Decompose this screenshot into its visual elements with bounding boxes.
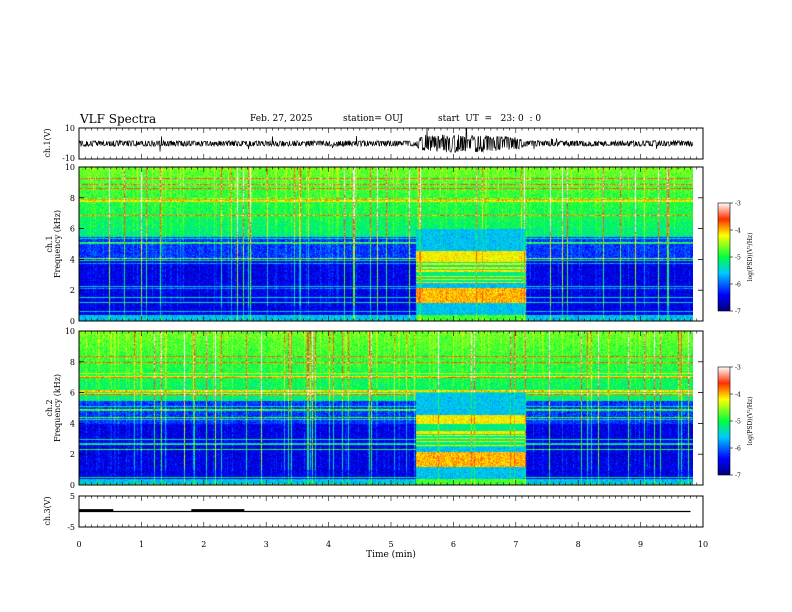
time-tick-label: 9: [638, 540, 643, 549]
ch2-colorbar: [717, 366, 731, 476]
ch2-spectrogram-ylabel-freq: Frequency (kHz): [53, 374, 62, 442]
ch2-spec-ytick-label: 0: [70, 481, 75, 490]
ch2-colorbar-tick-label: -3: [735, 365, 741, 372]
ch1-colorbar-tick-label: -3: [735, 201, 741, 208]
chart-title: VLF Spectra: [80, 112, 157, 126]
time-tick-label: 4: [326, 540, 331, 549]
date-label: Feb. 27, 2025: [250, 114, 313, 124]
ch1-spec-ytick-label: 6: [70, 225, 75, 234]
ch2-spec-ytick-label: 4: [70, 419, 75, 428]
time-tick-label: 0: [76, 540, 81, 549]
ch2-colorbar-tick-label: -7: [735, 473, 741, 480]
ch1-colorbar-tick-label: -5: [735, 255, 741, 262]
ch1-colorbar: [717, 202, 731, 312]
ch2-colorbar-tick-label: -5: [735, 419, 741, 426]
ch2-spectrogram-image: [79, 331, 693, 485]
time-axis: 0 1 2 3 4 5 6 7 8 9 10: [76, 128, 708, 549]
station-label: station= OUJ: [343, 114, 404, 124]
time-axis-label: Time (min): [366, 549, 416, 560]
time-tick-label: 2: [201, 540, 206, 549]
ch1-spectrogram-yticks: 0 2 4 6 8 10: [65, 163, 703, 326]
time-tick-label: 8: [576, 540, 581, 549]
time-tick-label: 6: [451, 540, 456, 549]
ch1-spec-ytick-label: 2: [70, 286, 75, 295]
ch2-colorbar-tick-label: -6: [735, 446, 741, 453]
ch1-spectrogram-ylabel-channel: ch.1: [45, 235, 54, 252]
ch2-spec-ytick-label: 8: [70, 358, 75, 367]
ch2-spec-ytick-label: 2: [70, 450, 75, 459]
ch2-spectrogram-ylabel-channel: ch.2: [45, 399, 54, 416]
time-tick-label: 5: [388, 540, 393, 549]
ch2-spec-ytick-label: 6: [70, 389, 75, 398]
ch3-signal-ylabel: ch.3(V): [43, 496, 52, 525]
ch1-ytick-bottom: -10: [62, 154, 75, 163]
time-tick-label: 7: [513, 540, 518, 549]
ch3-ytick-top: 5: [70, 492, 75, 501]
ch2-colorbar-label: log(PSD)(V²/Hz): [747, 397, 754, 446]
ch1-ytick-top: 10: [65, 124, 75, 133]
ch1-colorbar-ticks: -3 -4 -5 -6 -7: [730, 201, 741, 316]
ch3-signal-panel: 5 -5 ch.3(V): [43, 492, 704, 532]
time-tick-label: 3: [264, 540, 269, 549]
ch1-spectrogram-image: [79, 167, 693, 321]
ch1-spec-ytick-label: 0: [70, 317, 75, 326]
ch1-waveform-ylabel: ch.1(V): [43, 128, 52, 157]
time-tick-label: 1: [139, 540, 144, 549]
ch1-waveform-trace: [79, 128, 693, 154]
start-time-label: start UT = 23: 0 : 0: [438, 114, 542, 124]
ch2-spectrogram-yticks: 0 2 4 6 8 10: [65, 327, 703, 490]
ch1-spec-ytick-label: 4: [70, 255, 75, 264]
ch1-colorbar-tick-label: -4: [735, 228, 741, 235]
ch1-colorbar-tick-label: -7: [735, 309, 741, 316]
ch3-signal-traces: [79, 509, 691, 513]
ch1-spec-ytick-label: 8: [70, 194, 75, 203]
ch2-spec-ytick-label: 10: [65, 327, 75, 336]
ch1-spec-ytick-label: 10: [65, 163, 75, 172]
time-tick-label: 10: [698, 540, 708, 549]
ch2-colorbar-ticks: -3 -4 -5 -6 -7: [730, 365, 741, 480]
ch3-ytick-bottom: -5: [67, 523, 75, 532]
ch1-spectrogram-ylabel-freq: Frequency (kHz): [53, 210, 62, 278]
ch1-waveform-panel: 10 -10 ch.1(V): [43, 124, 704, 163]
ch1-colorbar-label: log(PSD)(V²/Hz): [747, 233, 754, 282]
ch1-colorbar-tick-label: -6: [735, 282, 741, 289]
ch2-colorbar-tick-label: -4: [735, 392, 741, 399]
